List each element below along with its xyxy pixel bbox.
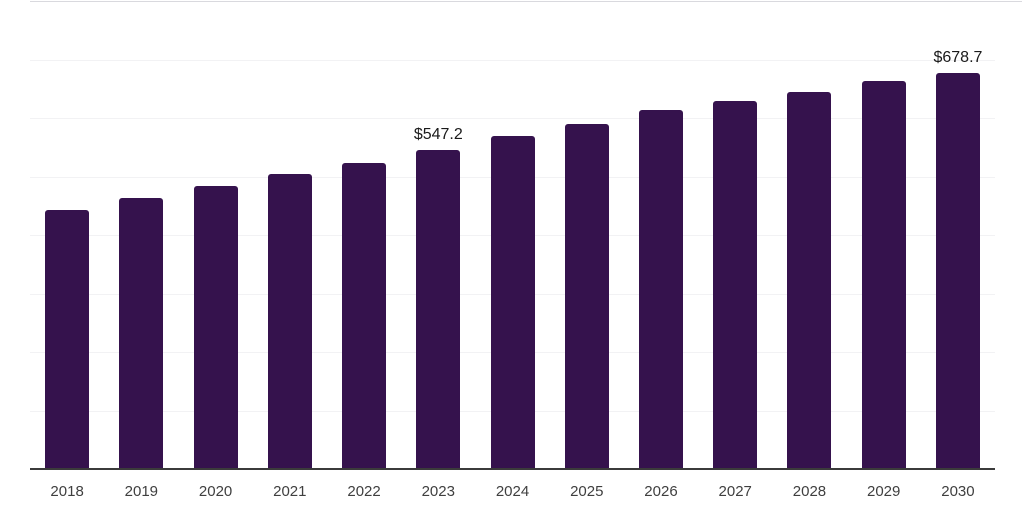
x-axis-label-2018: 2018	[50, 483, 84, 500]
bar-slot-2029	[847, 0, 921, 470]
bar-2018	[45, 209, 90, 470]
bar-2019	[119, 197, 164, 470]
x-axis-line	[30, 468, 995, 470]
bar-2025	[564, 123, 609, 470]
x-axis-label-2024: 2024	[495, 483, 530, 500]
bar-slot-2027	[698, 0, 772, 470]
bar-2022	[342, 162, 387, 470]
bar-2020	[193, 186, 238, 470]
x-axis-label-2022: 2022	[347, 483, 381, 500]
bar-slot-2019	[104, 0, 178, 470]
bar-2026	[638, 109, 683, 470]
x-axis-label-2019: 2019	[124, 483, 159, 500]
bar-slot-2024	[475, 0, 549, 470]
bar-slot-2030: $678.7	[921, 0, 995, 470]
bar-2021	[267, 174, 312, 470]
x-axis-label-2025: 2025	[570, 483, 604, 500]
bar-slot-2025	[550, 0, 624, 470]
bar-slot-2020	[178, 0, 252, 470]
bar-2023	[416, 149, 461, 470]
x-axis-label-2029: 2029	[867, 483, 901, 500]
gridline	[30, 59, 995, 61]
x-axis-label-2026: 2026	[644, 483, 678, 500]
bar-2030	[935, 73, 980, 470]
bar-slot-2018	[30, 0, 104, 470]
bar-value-label-2023: $547.2	[413, 125, 463, 143]
bars-layer: $547.2 $678.7	[30, 0, 995, 470]
x-axis-label-2020: 2020	[198, 483, 233, 500]
x-axis-label-2030: 2030	[941, 483, 975, 500]
x-axis-label-2021: 2021	[273, 483, 307, 500]
bar-slot-2022	[327, 0, 401, 470]
x-axis-label-2027: 2027	[718, 483, 752, 500]
bar-value-label-2030: $678.7	[933, 49, 983, 66]
gridline	[30, 118, 995, 119]
bar-2027	[713, 101, 758, 470]
bar-slot-2023: $547.2	[401, 0, 475, 470]
bar-2024	[490, 136, 535, 470]
bar-slot-2026	[624, 0, 698, 470]
plot-area: $547.2 $678.7	[30, 0, 1022, 470]
bar-slot-2028	[772, 0, 846, 470]
x-axis-label-2023: 2023	[421, 483, 455, 500]
x-axis-labels: 2018 2019 2020 2021 2022 2023 2024 2025 2026 2027…	[30, 483, 995, 500]
bar-slot-2021	[253, 0, 327, 470]
bar-2028	[787, 92, 832, 470]
x-axis-label-2028: 2028	[792, 483, 827, 500]
plot-top-border	[30, 1, 1022, 2]
bar-2029	[861, 81, 906, 470]
